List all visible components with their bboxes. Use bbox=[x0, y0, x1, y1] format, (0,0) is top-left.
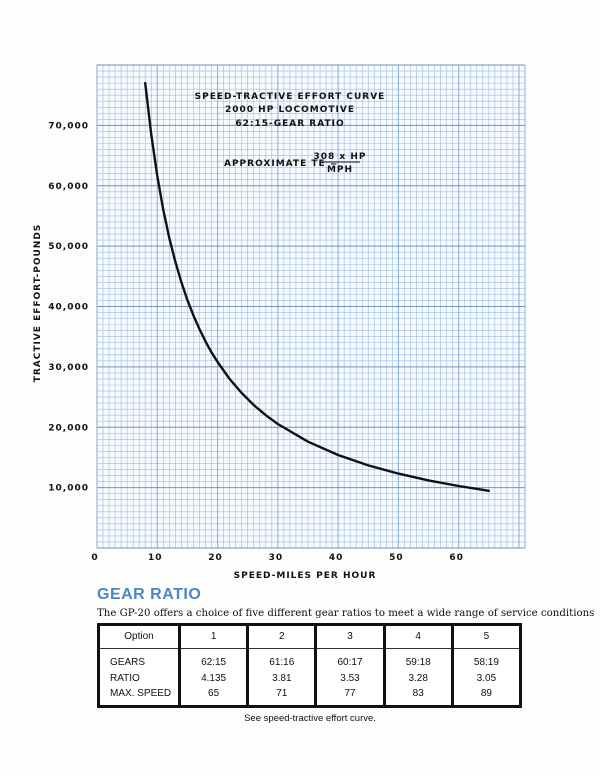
x-tick-label: 60 bbox=[449, 553, 464, 563]
option-header: Option bbox=[100, 626, 178, 649]
x-tick-label: 0 bbox=[91, 553, 98, 563]
x-tick-label: 50 bbox=[389, 553, 404, 563]
max-speed-value: 65 bbox=[208, 688, 220, 699]
grid bbox=[96, 64, 526, 549]
y-axis-label: TRACTIVE EFFORT-POUNDS bbox=[33, 224, 43, 383]
x-tick-label: 20 bbox=[208, 553, 223, 563]
gears-value: 62:15 bbox=[201, 657, 227, 668]
tractive-effort-curve bbox=[143, 81, 490, 492]
option-column-2: 2 61:16 3.81 71 bbox=[249, 626, 315, 705]
title-line-3: 62:15-GEAR RATIO bbox=[235, 119, 344, 129]
title-line-1: SPEED-TRACTIVE EFFORT CURVE bbox=[195, 92, 386, 102]
option-number: 3 bbox=[317, 626, 383, 649]
y-tick-label: 40,000 bbox=[48, 303, 89, 313]
option-column-5: 5 58:19 3.05 89 bbox=[453, 626, 520, 705]
x-tick-label: 10 bbox=[148, 553, 163, 563]
series-layer bbox=[143, 81, 490, 492]
option-number: 4 bbox=[385, 626, 451, 649]
x-axis-label: SPEED-MILES PER HOUR bbox=[234, 571, 377, 581]
option-number: 1 bbox=[181, 626, 247, 649]
row-label-ratio: RATIO bbox=[110, 672, 140, 684]
max-speed-value: 71 bbox=[276, 688, 288, 699]
gear-ratio-table: Option GEARS RATIO MAX. SPEED 1 62:15 4.1… bbox=[97, 623, 522, 708]
title-line-2: 2000 HP LOCOMOTIVE bbox=[225, 105, 355, 115]
formula-numerator: 308 x HP bbox=[314, 152, 367, 162]
ratio-value: 3.53 bbox=[340, 672, 360, 684]
table-caption: See speed-tractive effort curve. bbox=[244, 713, 376, 724]
y-tick-label: 70,000 bbox=[48, 121, 89, 131]
gears-value: 59:18 bbox=[405, 657, 431, 668]
formula: APPROXIMATE TE = 308 x HP MPH bbox=[224, 152, 367, 175]
ratio-value: 3.05 bbox=[476, 672, 497, 684]
ratio-value: 3.81 bbox=[272, 672, 292, 684]
ratio-value: 4.135 bbox=[201, 672, 227, 684]
formula-prefix: APPROXIMATE TE = bbox=[224, 159, 338, 169]
option-number: 5 bbox=[453, 626, 520, 649]
y-tick-label: 50,000 bbox=[48, 242, 89, 252]
gear-ratio-description: The GP-20 offers a choice of five differ… bbox=[97, 608, 595, 619]
row-label-gears: GEARS bbox=[110, 657, 146, 668]
y-tick-label: 30,000 bbox=[48, 363, 89, 373]
formula-denominator: MPH bbox=[327, 165, 353, 175]
x-tick-label: 40 bbox=[329, 553, 344, 563]
speed-tractive-effort-chart: 0 10 20 30 40 50 60 10,000 20,000 30,000 40,000 50,… bbox=[33, 64, 526, 581]
tick-labels: 0 10 20 30 40 50 60 10,000 20,000 30,000 40,000 50,… bbox=[48, 121, 464, 563]
row-label-max-speed: MAX. SPEED bbox=[110, 688, 172, 699]
y-tick-label: 20,000 bbox=[48, 423, 89, 433]
x-tick-label: 30 bbox=[269, 553, 284, 563]
y-tick-label: 60,000 bbox=[48, 182, 89, 192]
gears-value: 58:19 bbox=[473, 657, 499, 668]
max-speed-value: 89 bbox=[480, 688, 492, 699]
option-number: 2 bbox=[249, 626, 315, 649]
option-column-1: 1 62:15 4.135 65 bbox=[181, 626, 247, 705]
max-speed-value: 77 bbox=[344, 688, 356, 699]
option-column-4: 4 59:18 3.28 83 bbox=[385, 626, 451, 705]
gear-ratio-heading: GEAR RATIO bbox=[97, 586, 202, 603]
row-labels-column: Option GEARS RATIO MAX. SPEED bbox=[100, 626, 178, 705]
max-speed-value: 83 bbox=[412, 688, 424, 699]
ratio-value: 3.28 bbox=[408, 672, 428, 684]
chart-title: SPEED-TRACTIVE EFFORT CURVE 2000 HP LOCO… bbox=[195, 92, 386, 129]
gears-value: 61:16 bbox=[269, 657, 295, 668]
gears-value: 60:17 bbox=[337, 657, 363, 668]
y-tick-label: 10,000 bbox=[48, 484, 89, 494]
option-column-3: 3 60:17 3.53 77 bbox=[317, 626, 383, 705]
